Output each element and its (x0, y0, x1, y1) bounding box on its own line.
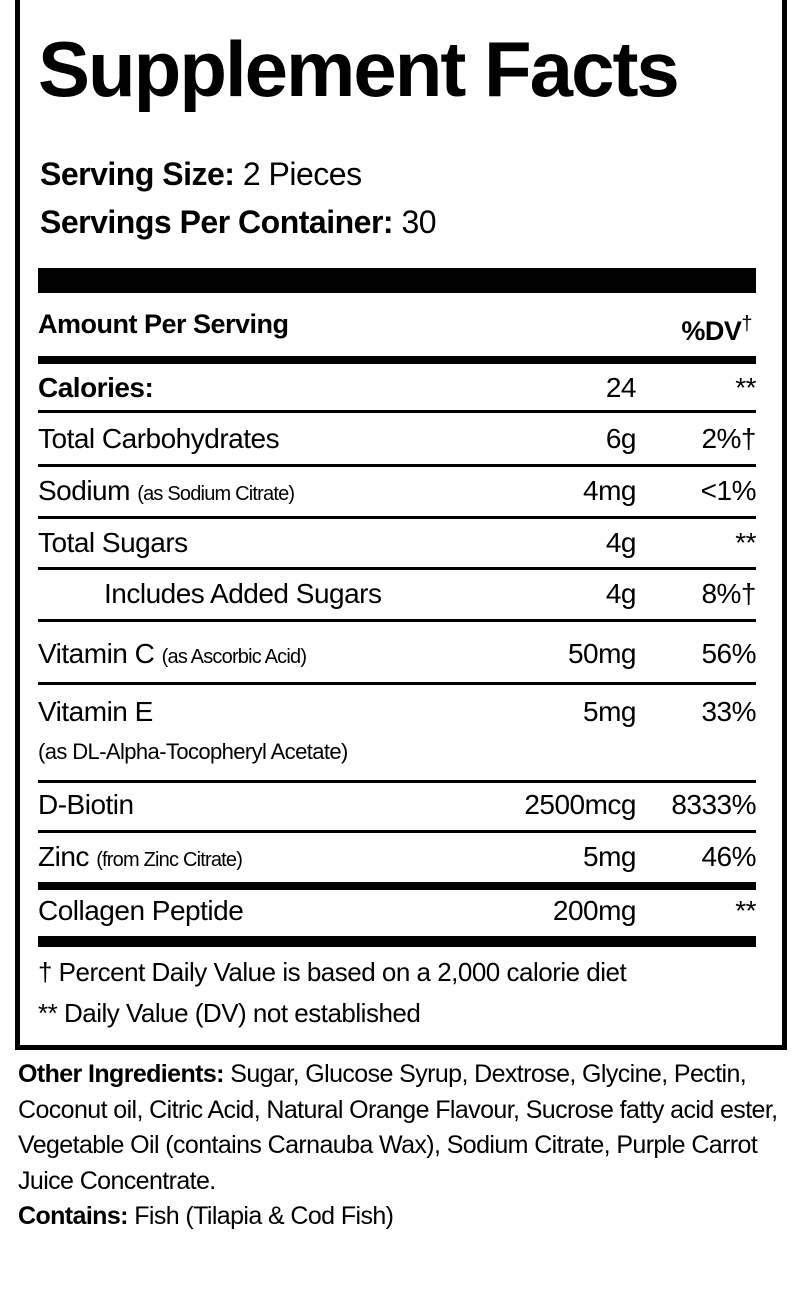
nutrient-name: Calories: (38, 372, 154, 403)
nutrient-note: (as Sodium Citrate) (137, 483, 295, 505)
nutrient-name: D-Biotin (38, 789, 134, 820)
nutrient-amount: 24 (605, 372, 637, 403)
other-ingredients-text: Sugar, Glucose Syrup, Dextrose, Glycine,… (18, 1060, 778, 1195)
nutrient-row: Vitamin E (as DL-Alpha-Tocopheryl Acetat… (38, 690, 756, 776)
nutrient-dv: ** (735, 372, 756, 403)
nutrient-row: Total Sugars 4g ** (38, 521, 756, 565)
nutrient-name: Collagen Peptide (38, 895, 244, 926)
nutrient-name: Vitamin C (as Ascorbic Acid) (38, 632, 307, 679)
thin-divider (38, 464, 756, 467)
medium-divider (38, 882, 756, 890)
nutrient-dv: <1% (700, 475, 757, 506)
nutrient-row: Includes Added Sugars 4g 8%† (38, 572, 756, 616)
nutrient-row: D-Biotin 2500mcg 8333% (38, 783, 756, 827)
servings-per-container-label: Servings Per Container: (40, 204, 394, 240)
nutrient-note: (as Ascorbic Acid) (161, 646, 307, 668)
thin-divider (38, 830, 756, 833)
nutrient-note: (from Zinc Citrate) (96, 849, 243, 871)
nutrient-row: Collagen Peptide 200mg ** (38, 889, 756, 933)
nutrient-dv: 8333% (671, 789, 756, 820)
nutrient-name: Zinc (from Zinc Citrate) (38, 835, 243, 882)
serving-size-label: Serving Size: (40, 156, 235, 192)
nutrient-row: Calories: 24 ** (38, 366, 756, 410)
thin-divider (38, 516, 756, 519)
thin-divider (38, 410, 756, 413)
nutrient-name-text: Vitamin C (38, 638, 155, 669)
nutrient-row: Zinc (from Zinc Citrate) 5mg 46% (38, 835, 756, 879)
nutrient-dv: 46% (701, 841, 756, 872)
nutrient-amount: 2500mcg (524, 789, 636, 820)
thick-divider (38, 268, 756, 293)
nutrient-amount: 50mg (567, 638, 637, 669)
nutrient-note: (as DL-Alpha-Tocopheryl Acetate) (38, 739, 348, 764)
nutrient-dv: ** (735, 895, 756, 926)
header-row: Amount Per Serving %DV† (38, 302, 756, 346)
nutrient-amount: 200mg (552, 895, 637, 926)
nutrient-name: Includes Added Sugars (104, 578, 382, 609)
other-ingredients-label: Other Ingredients: (18, 1060, 224, 1088)
nutrient-amount: 4g (605, 527, 637, 558)
thin-divider (38, 619, 756, 622)
nutrient-name: Vitamin E (38, 696, 153, 727)
nutrient-name: Total Sugars (38, 527, 188, 558)
thick-divider (38, 936, 756, 947)
nutrient-name-text: Sodium (38, 475, 130, 506)
other-ingredients: Other Ingredients: Sugar, Glucose Syrup,… (18, 1057, 788, 1235)
nutrient-row: Vitamin C (as Ascorbic Acid) 50mg 56% (38, 632, 756, 676)
nutrient-name: Sodium (as Sodium Citrate) (38, 469, 295, 516)
nutrient-amount: 5mg (583, 696, 636, 727)
footnote-dv: † Percent Daily Value is based on a 2,00… (38, 957, 627, 987)
nutrient-name-text: Zinc (38, 841, 89, 872)
dv-header: %DV† (681, 302, 752, 353)
thin-divider (38, 780, 756, 783)
nutrient-amount: 5mg (583, 841, 636, 872)
dv-mark: † (741, 313, 752, 335)
nutrient-amount: 4g (605, 578, 637, 609)
nutrient-amount: 4mg (583, 475, 636, 506)
footnote-not-established: ** Daily Value (DV) not established (38, 998, 421, 1028)
dv-label: %DV (681, 316, 742, 346)
contains-label: Contains: (18, 1202, 128, 1230)
nutrient-dv: ** (735, 527, 756, 558)
nutrient-amount: 6g (605, 423, 637, 454)
servings-per-container: Servings Per Container: 30 (40, 202, 437, 242)
servings-per-container-value: 30 (401, 204, 437, 240)
nutrient-name: Total Carbohydrates (38, 423, 280, 454)
panel-title: Supplement Facts (38, 25, 680, 113)
nutrient-dv: 56% (701, 638, 756, 669)
medium-divider (38, 356, 756, 364)
nutrient-dv: 33% (701, 696, 756, 727)
nutrient-row: Total Carbohydrates 6g 2%† (38, 417, 756, 461)
contains-text: Fish (Tilapia & Cod Fish) (134, 1202, 394, 1230)
amount-per-serving-label: Amount Per Serving (38, 309, 289, 339)
thin-divider (38, 682, 756, 685)
serving-size-value: 2 Pieces (242, 156, 362, 192)
nutrient-dv: 8%† (701, 578, 756, 609)
thin-divider (38, 567, 756, 570)
nutrient-row: Sodium (as Sodium Citrate) 4mg <1% (38, 469, 757, 516)
supplement-facts-panel (15, 0, 787, 1050)
serving-size: Serving Size: 2 Pieces (40, 154, 362, 194)
nutrient-dv: 2%† (701, 423, 756, 454)
